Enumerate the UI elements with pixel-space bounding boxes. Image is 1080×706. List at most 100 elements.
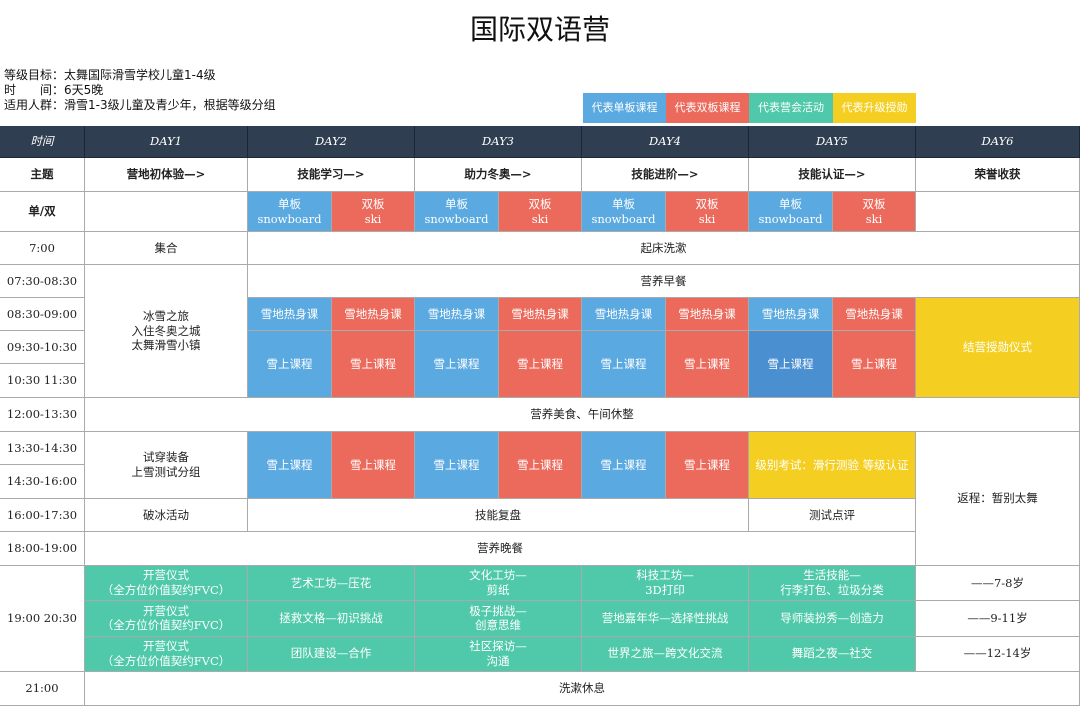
evening-cell: 文化工坊— 剪纸	[415, 566, 582, 602]
warmup-cell: 雪地热身课	[332, 298, 415, 331]
header-cell: DAY3	[415, 126, 582, 158]
theme-cell: 技能学习—>	[248, 158, 415, 192]
legend-item: 代表单板课程	[583, 93, 666, 123]
course-cell: 雪上课程	[332, 331, 415, 398]
time-cell: 10:30 11:30	[0, 364, 85, 398]
board-cell: 双板 ski	[332, 192, 415, 232]
time-cell: 08:30-09:00	[0, 298, 85, 331]
evening-cell: 科技工坊— 3D打印	[582, 566, 749, 602]
evening-cell: 开营仪式 （全方位价值契约FVC）	[85, 601, 248, 637]
info-line: 适用人群：滑雪1-3级儿童及青少年，根据等级分组	[4, 98, 276, 112]
evening-cell: 世界之旅—跨文化交流	[582, 636, 749, 672]
legend-item: 代表双板课程	[666, 93, 749, 123]
evening-cell: 舞蹈之夜—社交	[749, 636, 916, 672]
time-cell: 12:00-13:30	[0, 398, 85, 432]
span-cell: 营养晚餐	[85, 532, 916, 566]
course-cell: 雪上课程	[332, 432, 415, 499]
course-cell: 雪上课程	[666, 331, 749, 398]
warmup-cell: 雪地热身课	[499, 298, 582, 331]
board-cell: 单板 snowboard	[749, 192, 833, 232]
warmup-cell: 雪地热身课	[749, 298, 833, 331]
course-cell: 雪上课程	[582, 331, 666, 398]
time-cell: 7:00	[0, 232, 85, 265]
empty-cell	[916, 192, 1080, 232]
theme-cell: 技能进阶—>	[582, 158, 749, 192]
info-line: 等级目标：太舞国际滑雪学校儿童1-4级	[4, 68, 216, 82]
time-cell: 13:30-14:30	[0, 432, 85, 465]
evening-cell: 艺术工坊—压花	[248, 566, 415, 602]
award-cell: 结营授勋仪式	[916, 298, 1080, 398]
day1-cell: 集合	[85, 232, 248, 265]
info-line: 时 间：6天5晚	[4, 83, 104, 97]
span-cell: 技能复盘	[248, 499, 749, 532]
header-cell: DAY4	[582, 126, 749, 158]
board-cell: 双板 ski	[666, 192, 749, 232]
header-cell: 时间	[0, 126, 85, 158]
board-cell: 双板 ski	[499, 192, 582, 232]
evening-cell: 极子挑战— 创意思维	[415, 601, 582, 637]
evening-cell: ——12-14岁	[916, 636, 1080, 672]
theme-cell: 营地初体验—>	[85, 158, 248, 192]
time-cell: 21:00	[0, 672, 85, 706]
day1-cell: 冰雪之旅 入住冬奥之城 太舞滑雪小镇	[85, 265, 248, 398]
header-cell: DAY1	[85, 126, 248, 158]
legend-item: 代表升级授勋	[833, 93, 916, 123]
course-cell: 雪上课程	[415, 432, 499, 499]
course-cell: 雪上课程	[666, 432, 749, 499]
evening-cell: 拯救文格—初识挑战	[248, 601, 415, 637]
evening-cell: ——7-8岁	[916, 566, 1080, 602]
evening-cell: 营地嘉年华—选择性挑战	[582, 601, 749, 637]
evening-cell: 导师装扮秀—创造力	[749, 601, 916, 637]
board-cell: 双板 ski	[833, 192, 916, 232]
row-label: 单/双	[0, 192, 85, 232]
legend-item: 代表营会活动	[749, 93, 833, 123]
course-cell: 雪上课程	[248, 432, 332, 499]
exam-cell: 级别考试：滑行测验 等级认证	[749, 432, 916, 499]
theme-cell: 荣誉收获	[916, 158, 1080, 192]
course-cell: 雪上课程	[248, 331, 332, 398]
warmup-cell: 雪地热身课	[582, 298, 666, 331]
warmup-cell: 雪地热身课	[833, 298, 916, 331]
span-cell: 测试点评	[749, 499, 916, 532]
span-cell: 起床洗漱	[248, 232, 1080, 265]
time-cell: 14:30-16:00	[0, 465, 85, 499]
warmup-cell: 雪地热身课	[248, 298, 332, 331]
span-cell: 营养美食、午间休整	[85, 398, 1080, 432]
evening-cell: 开营仪式 （全方位价值契约FVC）	[85, 636, 248, 672]
title: 国际双语营	[469, 13, 610, 46]
time-cell: 07:30-08:30	[0, 265, 85, 298]
course-cell: 雪上课程	[582, 432, 666, 499]
return-cell: 返程：暂别太舞	[916, 432, 1080, 566]
span-cell: 洗漱休息	[85, 672, 1080, 706]
course-cell: 雪上课程	[499, 331, 582, 398]
day1-cell: 试穿装备 上雪测试分组	[85, 432, 248, 499]
evening-cell: 团队建设—合作	[248, 636, 415, 672]
empty-cell	[85, 192, 248, 232]
time-cell: 19:00 20:30	[0, 566, 85, 672]
header-cell: DAY6	[916, 126, 1080, 158]
board-cell: 单板 snowboard	[415, 192, 499, 232]
row-label: 主题	[0, 158, 85, 192]
warmup-cell: 雪地热身课	[666, 298, 749, 331]
header-cell: DAY2	[248, 126, 415, 158]
course-cell: 雪上课程	[833, 331, 916, 398]
time-cell: 16:00-17:30	[0, 499, 85, 532]
time-cell: 09:30-10:30	[0, 331, 85, 364]
warmup-cell: 雪地热身课	[415, 298, 499, 331]
evening-cell: 开营仪式 （全方位价值契约FVC）	[85, 566, 248, 602]
time-cell: 18:00-19:00	[0, 532, 85, 566]
evening-cell: 社区探访— 沟通	[415, 636, 582, 672]
theme-cell: 技能认证—>	[749, 158, 916, 192]
span-cell: 营养早餐	[248, 265, 1080, 298]
course-cell: 雪上课程	[415, 331, 499, 398]
course-cell: 雪上课程	[499, 432, 582, 499]
board-cell: 单板 snowboard	[248, 192, 332, 232]
header-cell: DAY5	[749, 126, 916, 158]
evening-cell: 生活技能— 行李打包、垃圾分类	[749, 566, 916, 602]
theme-cell: 助力冬奥—>	[415, 158, 582, 192]
evening-cell: ——9-11岁	[916, 601, 1080, 637]
day1-cell: 破冰活动	[85, 499, 248, 532]
board-cell: 单板 snowboard	[582, 192, 666, 232]
course-cell: 雪上课程	[749, 331, 833, 398]
